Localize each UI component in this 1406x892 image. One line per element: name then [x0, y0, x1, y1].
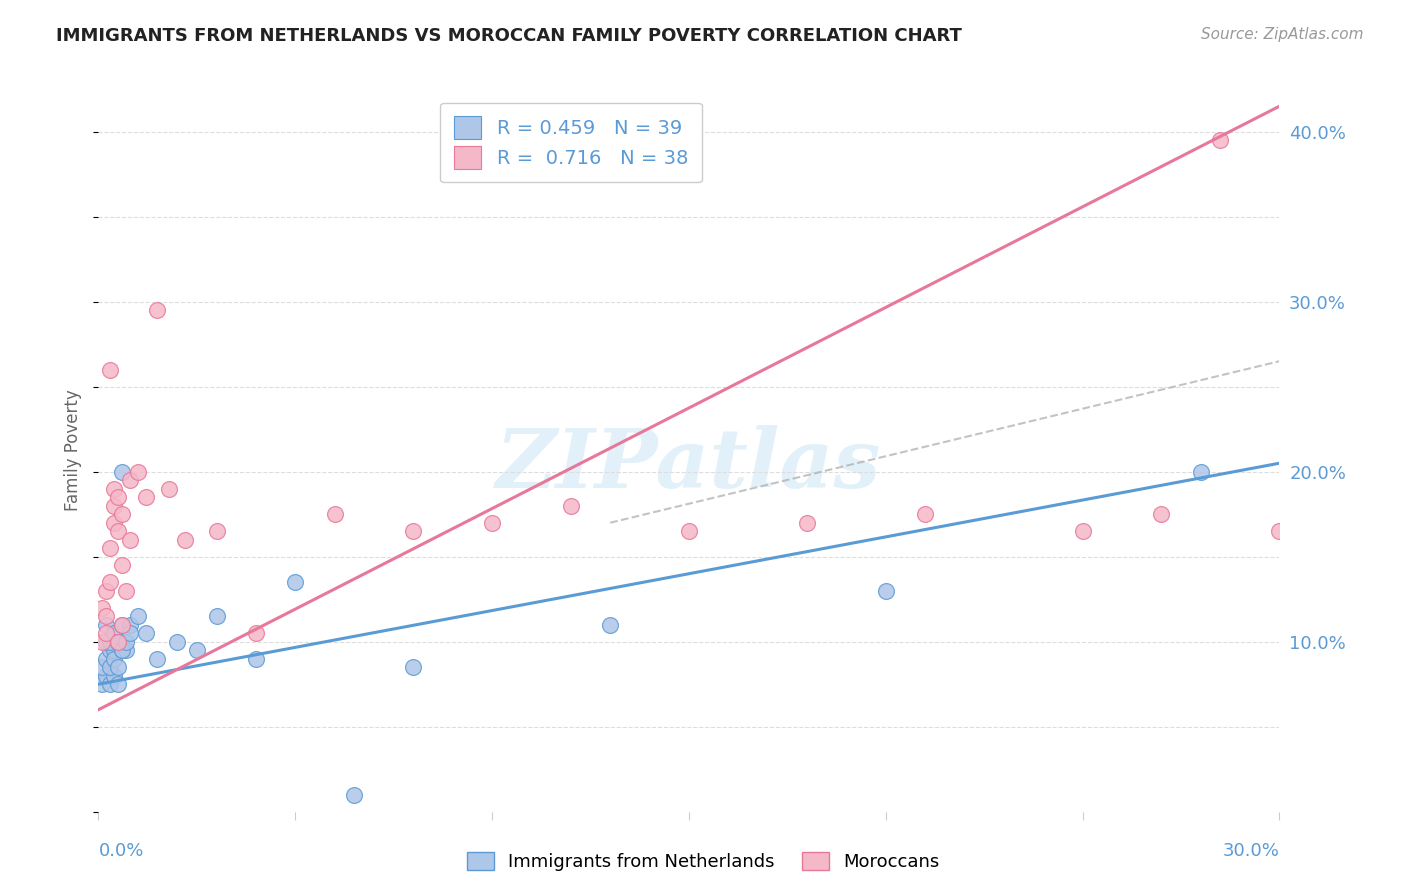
Y-axis label: Family Poverty: Family Poverty	[65, 390, 83, 511]
Point	[402, 524, 425, 539]
Point	[166, 634, 188, 648]
Point	[98, 575, 121, 590]
Text: 30.0%: 30.0%	[1223, 842, 1279, 860]
Point	[111, 617, 134, 632]
Point	[560, 499, 582, 513]
Point	[135, 490, 157, 504]
Point	[875, 583, 897, 598]
Point	[174, 533, 197, 547]
Point	[115, 583, 138, 598]
Point	[186, 643, 208, 657]
Point	[111, 617, 134, 632]
Point	[205, 524, 228, 539]
Point	[103, 626, 125, 640]
Text: IMMIGRANTS FROM NETHERLANDS VS MOROCCAN FAMILY POVERTY CORRELATION CHART: IMMIGRANTS FROM NETHERLANDS VS MOROCCAN …	[56, 27, 962, 45]
Point	[103, 669, 125, 683]
Point	[111, 643, 134, 657]
Point	[115, 634, 138, 648]
Point	[118, 473, 141, 487]
Point	[98, 677, 121, 691]
Point	[146, 303, 169, 318]
Point	[157, 482, 180, 496]
Point	[323, 507, 346, 521]
Point	[103, 482, 125, 496]
Point	[98, 362, 121, 376]
Point	[205, 609, 228, 624]
Point	[98, 660, 121, 674]
Point	[115, 643, 138, 657]
Point	[103, 516, 125, 530]
Point	[111, 558, 134, 573]
Point	[599, 617, 621, 632]
Point	[796, 516, 818, 530]
Point	[98, 541, 121, 556]
Point	[96, 617, 118, 632]
Point	[96, 651, 118, 665]
Point	[96, 669, 118, 683]
Point	[111, 507, 134, 521]
Point	[127, 465, 149, 479]
Point	[402, 660, 425, 674]
Point	[103, 651, 125, 665]
Point	[284, 575, 307, 590]
Point	[107, 634, 129, 648]
Point	[91, 634, 114, 648]
Point	[1071, 524, 1094, 539]
Point	[103, 499, 125, 513]
Text: Source: ZipAtlas.com: Source: ZipAtlas.com	[1201, 27, 1364, 42]
Point	[107, 677, 129, 691]
Point	[96, 583, 118, 598]
Point	[1268, 524, 1291, 539]
Point	[1209, 133, 1232, 147]
Point	[103, 643, 125, 657]
Point	[245, 626, 267, 640]
Point	[96, 626, 118, 640]
Legend: R = 0.459   N = 39, R =  0.716   N = 38: R = 0.459 N = 39, R = 0.716 N = 38	[440, 103, 702, 183]
Point	[914, 507, 936, 521]
Text: ZIPatlas: ZIPatlas	[496, 425, 882, 505]
Point	[91, 677, 114, 691]
Point	[91, 600, 114, 615]
Text: 0.0%: 0.0%	[98, 842, 143, 860]
Point	[96, 634, 118, 648]
Point	[91, 660, 114, 674]
Point	[107, 634, 129, 648]
Point	[107, 524, 129, 539]
Point	[135, 626, 157, 640]
Point	[118, 533, 141, 547]
Point	[1150, 507, 1173, 521]
Point	[481, 516, 503, 530]
Point	[111, 465, 134, 479]
Point	[107, 490, 129, 504]
Point	[343, 788, 366, 802]
Point	[96, 609, 118, 624]
Point	[111, 643, 134, 657]
Point	[118, 617, 141, 632]
Point	[118, 626, 141, 640]
Legend: Immigrants from Netherlands, Moroccans: Immigrants from Netherlands, Moroccans	[460, 845, 946, 879]
Point	[146, 651, 169, 665]
Point	[1189, 465, 1212, 479]
Point	[127, 609, 149, 624]
Point	[98, 643, 121, 657]
Point	[678, 524, 700, 539]
Point	[245, 651, 267, 665]
Point	[107, 634, 129, 648]
Point	[98, 634, 121, 648]
Point	[107, 660, 129, 674]
